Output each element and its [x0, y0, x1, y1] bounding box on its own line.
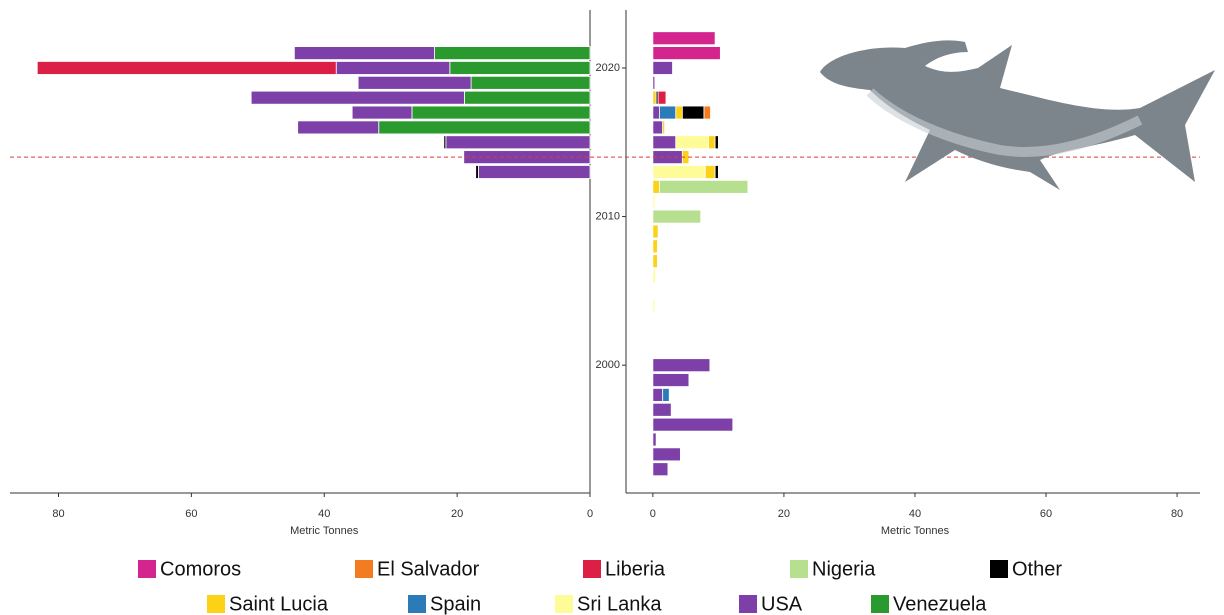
x-tick-label: 80	[52, 508, 64, 520]
bar-segment	[652, 75, 656, 90]
bar-segment	[652, 447, 681, 462]
legend-label: Sri Lanka	[577, 593, 662, 615]
bar-segment	[652, 90, 657, 105]
y-tick-label: 2000	[596, 359, 620, 371]
bar-segment	[250, 90, 465, 105]
bar-segment	[475, 165, 479, 179]
bar-segment	[470, 75, 591, 90]
bar-segment	[36, 61, 337, 75]
y-tick-label: 2020	[596, 62, 620, 74]
legend-swatch	[990, 560, 1008, 578]
x-tick-label: 20	[778, 508, 790, 520]
legend-label: USA	[761, 593, 803, 615]
shark-belly	[866, 88, 1143, 157]
bar-segment	[652, 179, 660, 194]
bar-segment	[662, 120, 666, 135]
x-tick-label: 40	[318, 508, 330, 520]
x-tick-label: 20	[451, 508, 463, 520]
x-tick-label: 80	[1171, 508, 1183, 520]
bar-segment	[681, 105, 705, 120]
legend-label: Nigeria	[812, 558, 876, 580]
legend-swatch	[138, 560, 156, 578]
bar-segment	[434, 46, 591, 60]
bar-segment	[411, 105, 591, 120]
bar-segment	[652, 388, 664, 402]
shark-body	[820, 40, 1215, 190]
bar-segment	[714, 165, 719, 179]
legend-swatch	[207, 595, 225, 613]
bar-segment	[652, 61, 673, 75]
bar-segment	[659, 105, 677, 120]
bar-segment	[652, 209, 702, 224]
bar-segment	[445, 135, 591, 150]
bar-segment	[464, 90, 591, 105]
bar-segment	[652, 194, 656, 209]
bar-segment	[659, 179, 749, 194]
shark-picture	[820, 40, 1215, 190]
bar-segment	[652, 105, 660, 120]
bar-segment	[703, 105, 711, 120]
legend-label: El Salvador	[377, 558, 480, 580]
bar-segment	[293, 46, 435, 60]
legend-label: Saint Lucia	[229, 593, 329, 615]
bar-segment	[652, 358, 711, 373]
legend-label: Spain	[430, 593, 481, 615]
bar-segment	[652, 135, 677, 150]
bar-segment	[652, 462, 669, 477]
y-tick-label: 2010	[596, 210, 620, 222]
bar-segment	[297, 120, 380, 135]
bar-segment	[652, 254, 658, 269]
bar-segment	[704, 165, 716, 179]
bar-segment	[652, 46, 721, 60]
legend-swatch	[555, 595, 573, 613]
x-tick-label: 60	[185, 508, 197, 520]
bar-segment	[675, 105, 683, 120]
bar-segment	[657, 90, 667, 105]
x-tick-label: 0	[650, 508, 656, 520]
bar-segment	[477, 165, 591, 179]
bar-segment	[652, 165, 706, 179]
x-axis-label: Metric Tonnes	[290, 525, 359, 537]
bar-segment	[357, 75, 472, 90]
bar-segment	[652, 31, 716, 46]
bar-segment	[652, 269, 656, 283]
bar-segment	[708, 135, 716, 150]
x-tick-label: 60	[1040, 508, 1052, 520]
legend-label: Venezuela	[893, 593, 987, 615]
bar-segment	[652, 417, 734, 432]
bar-segment	[675, 135, 709, 150]
legend-swatch	[355, 560, 373, 578]
legend-swatch	[790, 560, 808, 578]
bar-segment	[714, 135, 719, 150]
legend-label: Liberia	[605, 558, 666, 580]
bar-segment	[652, 402, 672, 417]
legend-swatch	[583, 560, 601, 578]
bar-segment	[378, 120, 591, 135]
x-axis-label: Metric Tonnes	[881, 525, 950, 537]
x-tick-label: 0	[587, 508, 593, 520]
bar-segment	[652, 120, 664, 135]
legend-swatch	[739, 595, 757, 613]
bar-segment	[449, 61, 591, 75]
bar-segment	[443, 135, 447, 150]
bar-segment	[335, 61, 451, 75]
legend-label: Comoros	[160, 558, 241, 580]
bar-segment	[652, 432, 657, 447]
legend-label: Other	[1012, 558, 1062, 580]
bar-segment	[652, 239, 658, 254]
legend-swatch	[408, 595, 426, 613]
bar-segment	[351, 105, 413, 120]
bar-segment	[652, 224, 659, 239]
bar-segment	[652, 373, 690, 387]
x-tick-label: 40	[909, 508, 921, 520]
bar-segment	[662, 388, 670, 402]
bar-segment	[652, 298, 656, 313]
legend-swatch	[871, 595, 889, 613]
